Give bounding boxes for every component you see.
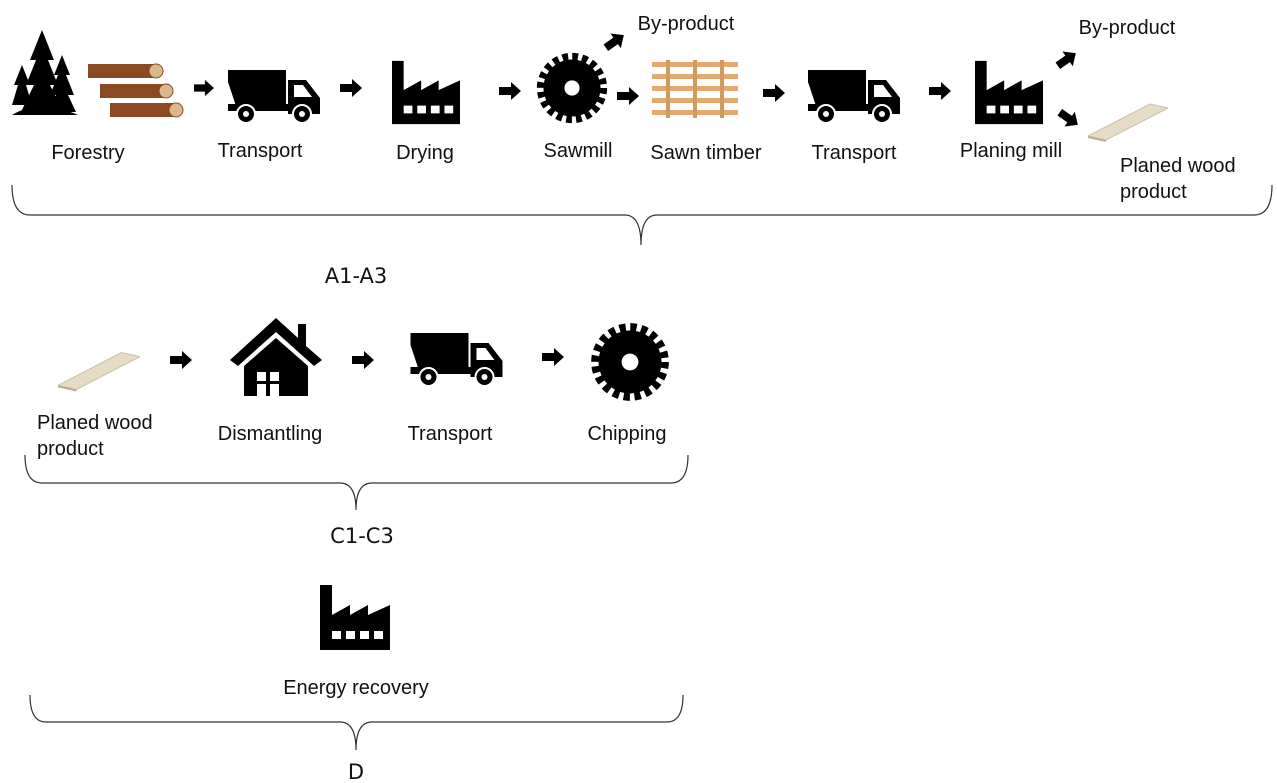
group-label: D — [348, 760, 364, 783]
house-icon — [230, 318, 322, 396]
group-label: A1-A3 — [325, 264, 388, 288]
group-label: C1-C3 — [330, 524, 394, 548]
step-label: Chipping — [588, 423, 667, 446]
byproduct-label: By-product — [638, 13, 735, 36]
step-label: Dismantling — [218, 423, 322, 446]
truck-icon — [808, 70, 900, 123]
saw-icon — [541, 57, 604, 120]
arrow — [929, 82, 951, 100]
arrow — [763, 84, 785, 102]
step-label: Energy recovery — [283, 677, 429, 700]
plank-icon — [1088, 104, 1168, 142]
arrow — [170, 351, 192, 369]
plank-icon — [58, 353, 140, 392]
arrow — [352, 351, 374, 369]
forest-icon — [12, 30, 78, 115]
saw-icon — [595, 327, 664, 396]
step-label: Planed wood product — [1120, 153, 1250, 205]
factory-icon — [320, 585, 390, 650]
step-label: Transport — [218, 140, 303, 163]
step-label: Transport — [408, 423, 493, 446]
truck-icon — [411, 333, 503, 386]
brace — [30, 695, 683, 750]
truck-icon — [228, 70, 320, 123]
step-label: Forestry — [51, 142, 124, 165]
sawn-timber-icon — [652, 60, 738, 118]
step-label: Sawn timber — [650, 142, 761, 165]
factory-icon — [392, 61, 460, 124]
step-label: Planing mill — [960, 140, 1062, 163]
diagram: Forestry Transport Drying Sawmill Sawn t… — [0, 0, 1277, 783]
arrow — [1053, 46, 1081, 73]
arrow — [194, 80, 214, 96]
arrow — [499, 82, 521, 100]
brace — [25, 455, 688, 510]
factory-icon — [975, 61, 1043, 124]
brace — [12, 185, 1272, 245]
logs-icon — [88, 64, 183, 117]
arrow — [542, 348, 564, 366]
arrow — [601, 28, 629, 55]
step-label: Sawmill — [544, 140, 613, 163]
byproduct-label: By-product — [1079, 17, 1176, 40]
step-label: Drying — [396, 142, 454, 165]
arrow — [1055, 105, 1083, 132]
arrow — [340, 79, 362, 97]
step-label: Transport — [812, 142, 897, 165]
arrow — [617, 87, 639, 105]
step-label: Planed wood product — [37, 410, 167, 462]
icons — [0, 0, 1277, 783]
